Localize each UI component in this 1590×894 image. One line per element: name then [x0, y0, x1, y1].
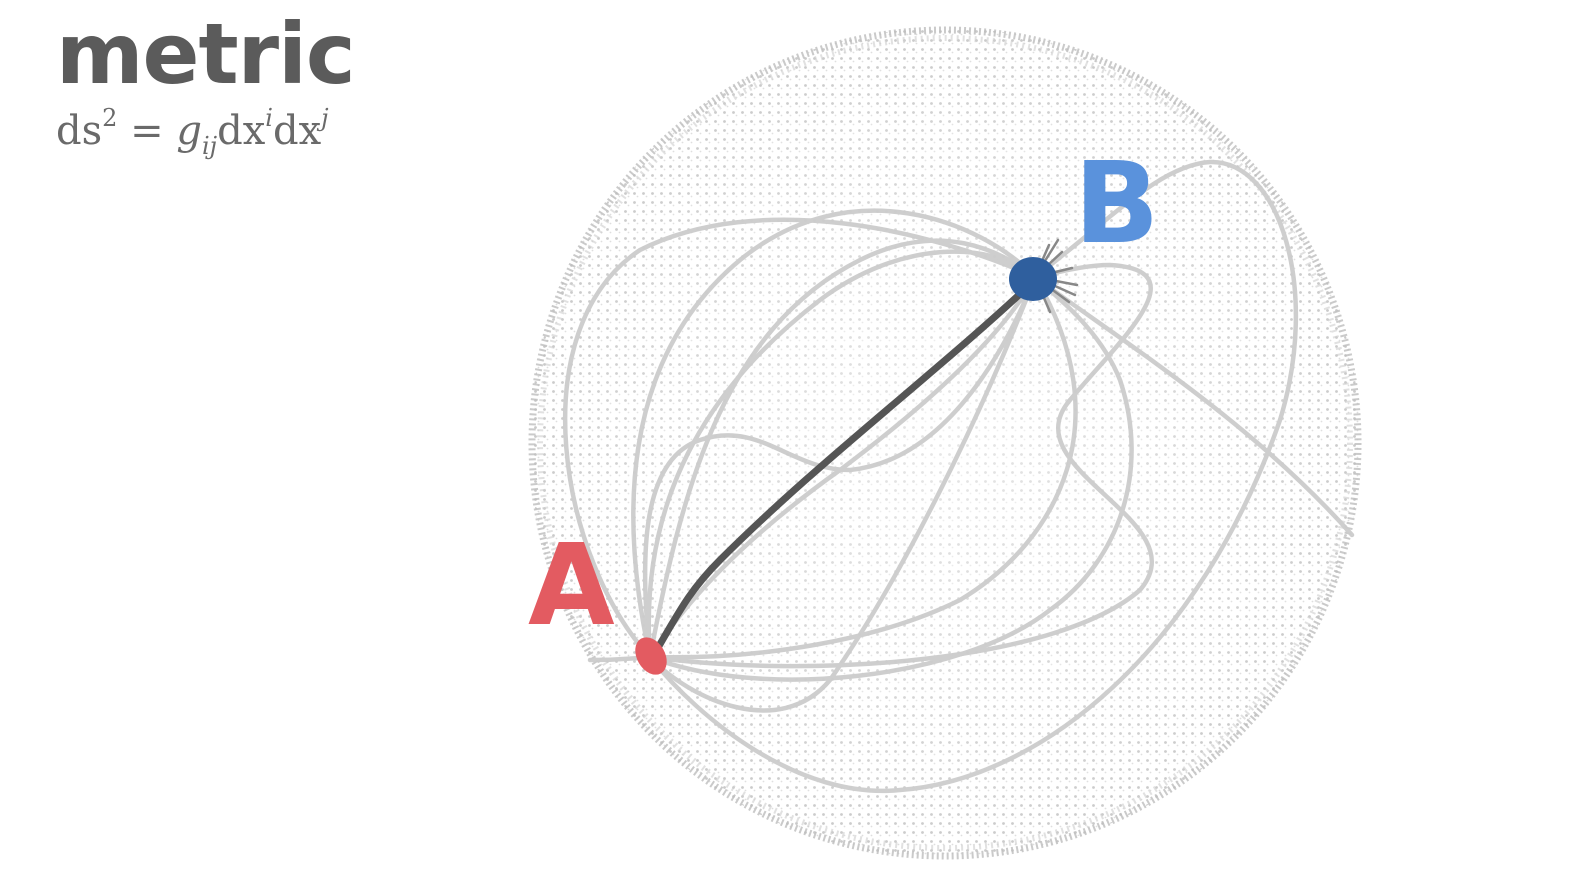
path-3 — [646, 249, 1038, 660]
formula-dx-1-sup: i — [265, 104, 273, 132]
formula-ds: ds — [56, 108, 103, 154]
path-4 — [642, 274, 1038, 660]
path-1 — [562, 217, 1038, 660]
path-5 — [647, 274, 1038, 660]
dotted-sphere — [528, 26, 1362, 860]
label-a: A — [528, 521, 615, 651]
path-6 — [647, 274, 1038, 713]
path-13 — [647, 238, 1038, 660]
alternative-paths — [562, 159, 1355, 794]
point-a — [635, 637, 667, 675]
title: metric — [56, 5, 356, 103]
formula-dx-2: dx — [272, 108, 322, 154]
formula-g-sub: ij — [201, 132, 218, 160]
path-2 — [631, 208, 1038, 660]
metric-formula: ds2 = gijdxidxj — [56, 96, 355, 168]
path-8 — [647, 262, 1155, 669]
formula-dx-2-sup: j — [321, 104, 329, 132]
geodesic-path — [648, 276, 1039, 662]
path-12 — [647, 274, 1134, 682]
path-11 — [1032, 274, 1355, 538]
formula-g: g — [176, 108, 202, 154]
formula-exponent: 2 — [102, 104, 118, 132]
formula-equals: = — [117, 108, 177, 154]
point-b-marker — [1009, 238, 1079, 314]
label-b: B — [1074, 139, 1160, 269]
title-block: metric ds2 = gijdxidxj — [56, 5, 356, 168]
point-b — [1009, 257, 1057, 301]
formula-dx-1: dx — [217, 108, 266, 154]
path-9 — [647, 159, 1299, 794]
